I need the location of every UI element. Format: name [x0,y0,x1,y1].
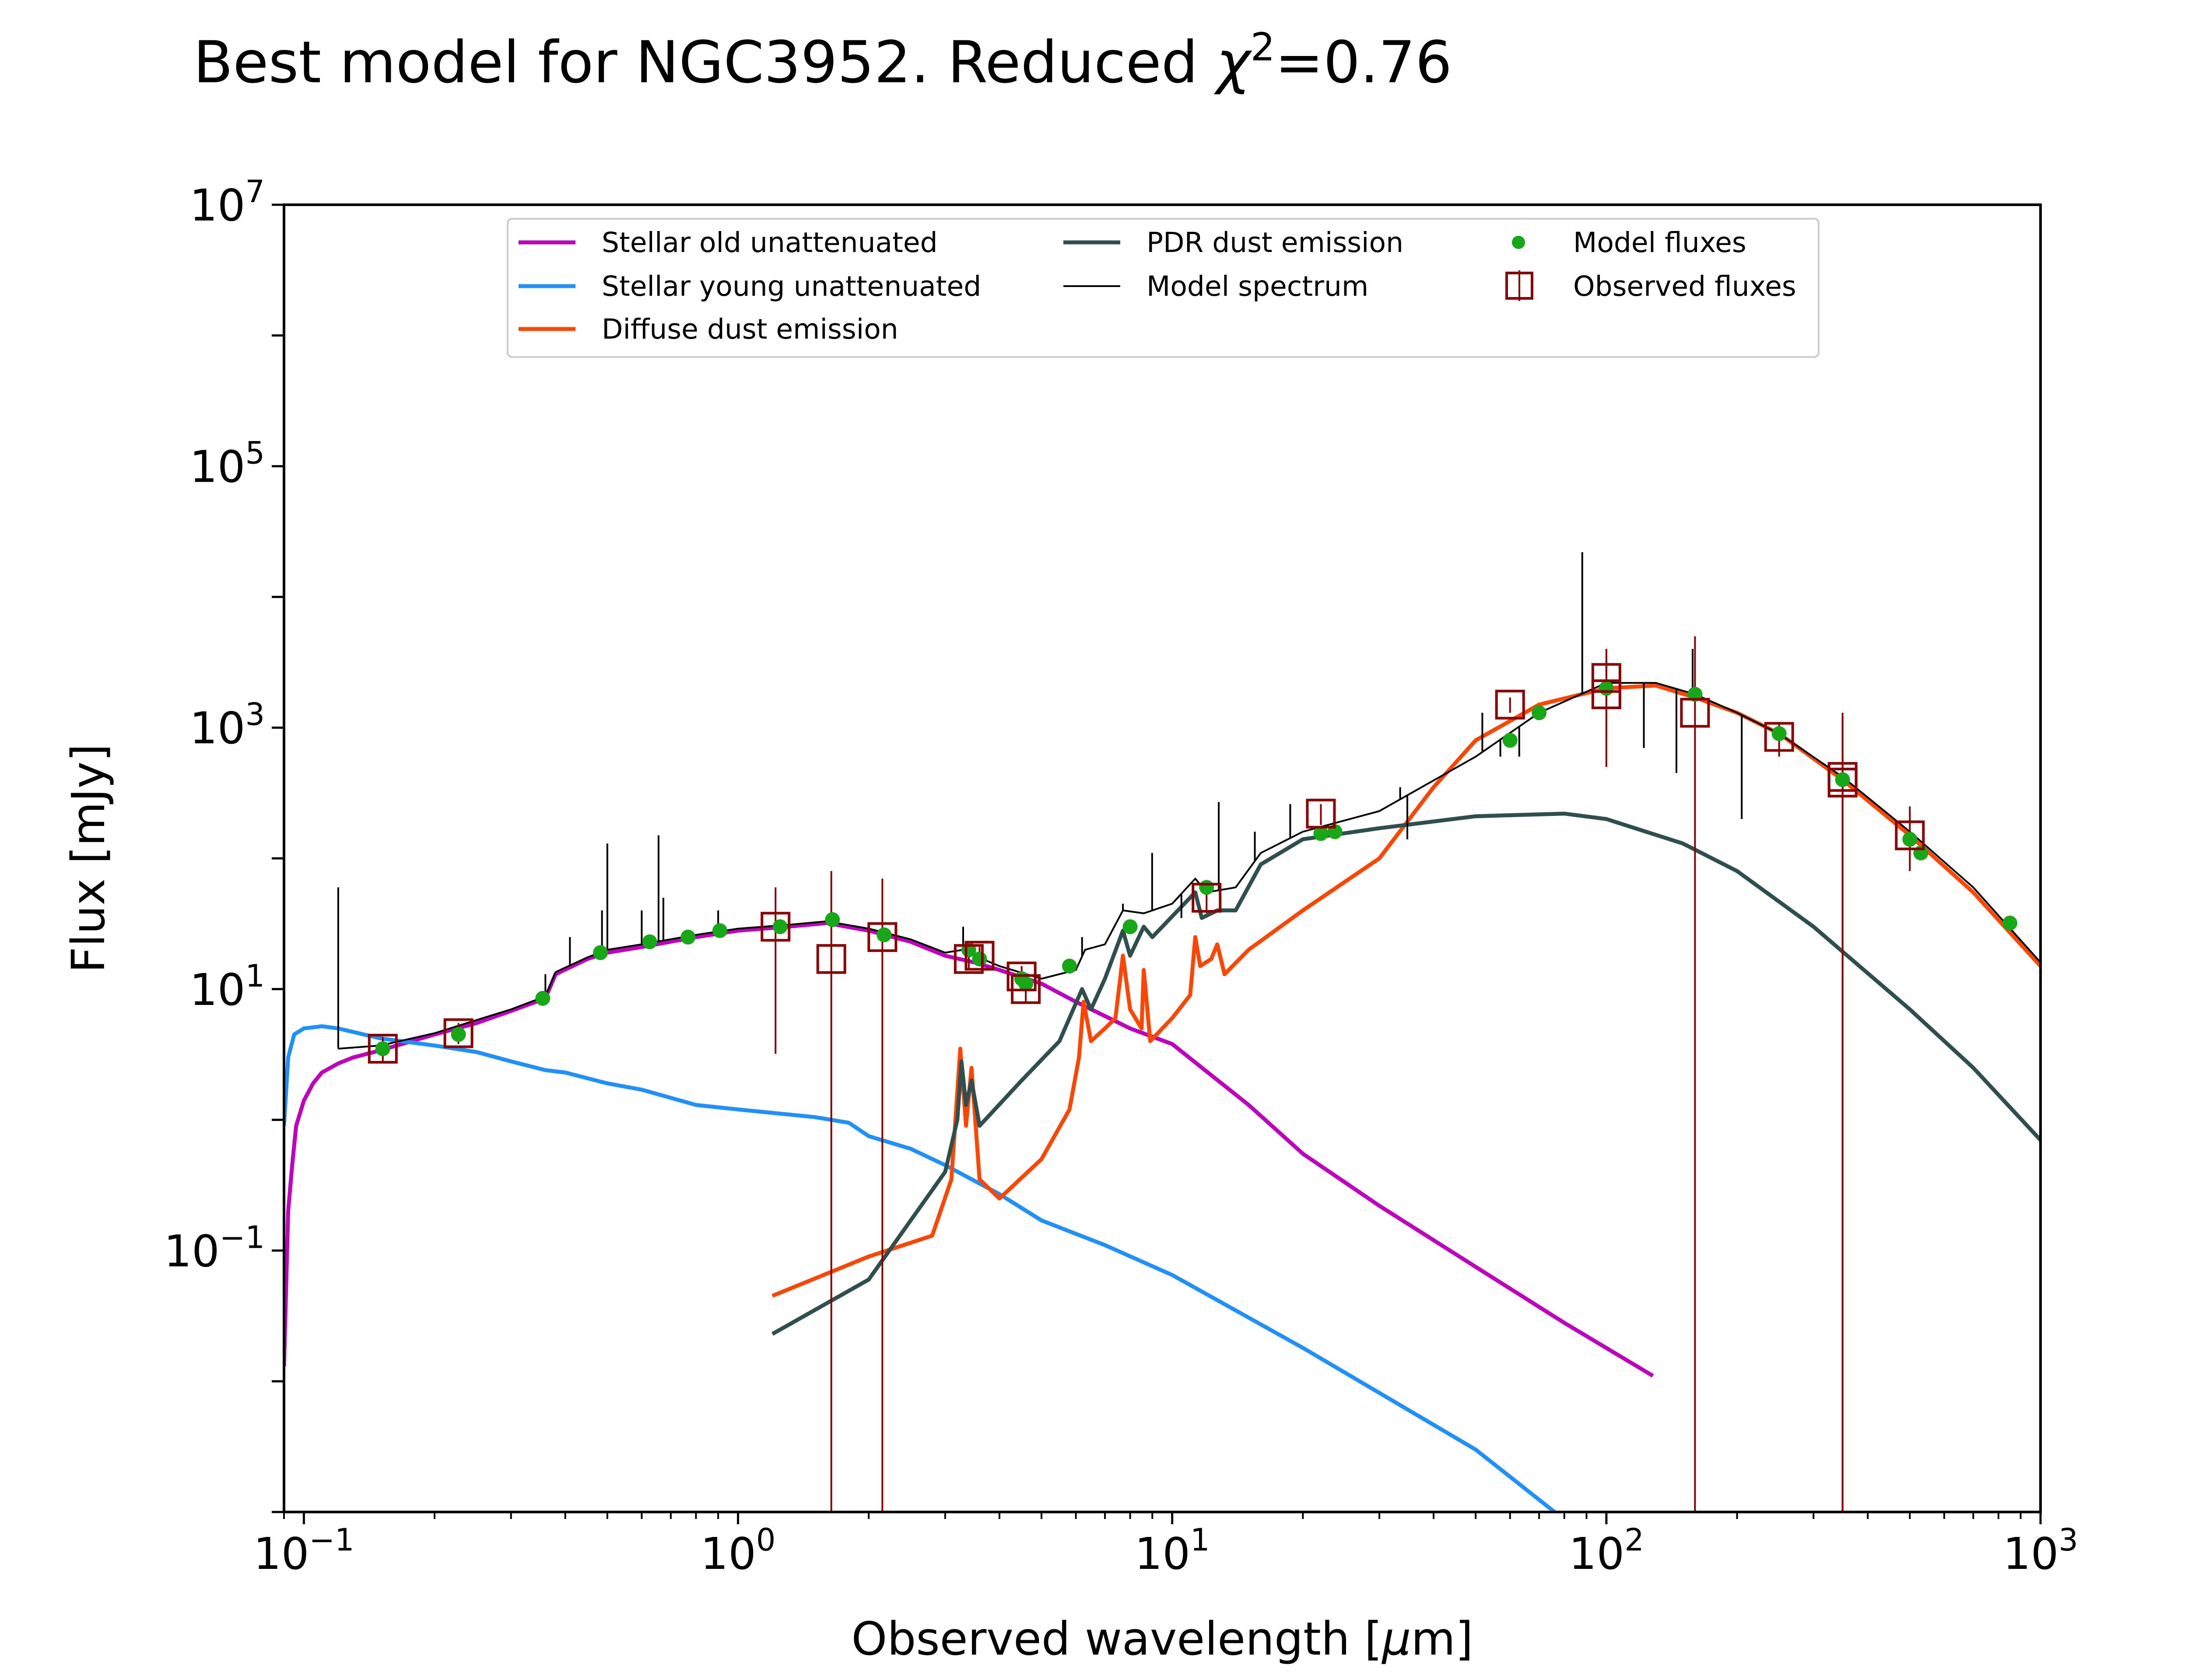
series-layer [284,682,2041,1512]
model-flux-point [1771,726,1787,741]
series-line-pdr-dust-emission [771,812,2041,1336]
observed-flux-point [816,944,846,974]
legend-label: Model fluxes [1573,227,1746,259]
y-tick-label: 105 [189,435,265,493]
x-tick-label: 10−1 [253,1522,354,1579]
x-axis-label: Observed wavelength [μm] [852,1612,1473,1666]
model-flux-point [2002,915,2017,931]
observed-flux-point [1827,767,1858,798]
x-tick-label: 103 [2003,1522,2078,1579]
legend-item-observed-fluxes: Observed fluxes [1505,270,1796,302]
legend-label: Stellar old unattenuated [602,227,938,259]
legend: Stellar old unattenuated Stellar young un… [507,218,1820,358]
observed-flux-point [761,912,791,942]
x-tick-label: 100 [701,1522,776,1579]
observed-flux-point [1591,663,1621,693]
model-flux-point [642,934,657,949]
observed-flux-point [1895,820,1925,850]
series-line-diffuse-dust-emission [771,683,2041,1298]
model-flux-point [1599,681,1614,696]
observed-flux-point [1764,722,1794,752]
model-flux-point [1502,733,1518,748]
observed-flux-point [368,1034,398,1064]
observed-flux-point [954,944,984,974]
legend-item-pdr-dust-emission: PDR dust emission [1063,227,1403,259]
observed-flux-point [443,1018,473,1048]
model-flux-point [1199,880,1214,895]
model-flux-point [1313,826,1329,841]
y-axis: 10−1 101 103 105 107 [164,174,284,1513]
legend-item-model-spectrum: Model spectrum [1063,270,1368,302]
spectrum-lines-layer [337,552,1743,1049]
observed-flux-point [1591,679,1621,709]
legend-item-stellar-old-unattenuated: Stellar old unattenuated [519,227,938,259]
model-flux-point [712,923,727,938]
y-axis-label: Flux [mJy] [62,744,115,973]
model-flux-point [1062,959,1077,974]
legend-label: Diffuse dust emission [602,313,898,345]
legend-label: Model spectrum [1147,270,1368,302]
x-axis: 10−1 100 101 102 103 [253,1512,2078,1579]
series-line-model-spectrum [338,682,2041,1050]
model-flux-point [375,1041,390,1057]
x-tick-label: 102 [1569,1522,1644,1579]
model-flux-point [972,951,987,966]
legend-box [507,218,1820,358]
model-flux-point [593,945,608,960]
observed-flux-point [964,941,995,971]
observed-flux-point [1495,690,1525,720]
plot-frame [283,203,2042,1513]
y-tick-label: 107 [189,174,265,231]
model-flux-point [680,929,696,945]
model-flux-point [877,927,892,942]
model-flux-point [825,912,840,927]
legend-label: Observed fluxes [1573,270,1796,302]
legend-item-diffuse-dust-emission: Diffuse dust emission [519,313,898,345]
legend-label: PDR dust emission [1147,227,1403,259]
observed-flux-point [1680,698,1710,728]
observed-flux-point [1306,798,1336,829]
observed-flux-layer [368,663,1925,1064]
errorbar-layer [382,636,1911,1512]
model-flux-point [1835,772,1850,788]
y-tick-label: 101 [189,958,265,1015]
model-flux-layer [375,681,2017,1057]
y-tick-label: 10−1 [164,1219,265,1277]
model-flux-point [772,919,788,934]
observed-flux-point [1192,882,1222,913]
legend-label: Stellar young unattenuated [602,270,981,302]
model-flux-point [1532,705,1547,721]
model-flux-point [1902,832,1918,847]
model-flux-point [451,1027,466,1042]
chart-title: Best model for NGC3952. Reduced χ2=0.76 [193,24,1452,96]
observed-flux-point [1011,974,1041,1004]
observed-flux-point [867,922,898,952]
model-flux-point [1018,976,1034,991]
series-line-stellar-young-unattenuated [284,1024,1556,1512]
legend-item-stellar-young-unattenuated: Stellar young unattenuated [519,270,981,302]
series-line-stellar-old-unattenuated [284,921,1654,1378]
model-flux-point [535,990,551,1006]
model-flux-point [1122,919,1138,934]
legend-item-model-fluxes: Model fluxes [1512,227,1746,259]
x-tick-label: 101 [1135,1522,1210,1579]
legend-swatch [1512,236,1525,249]
y-tick-label: 103 [189,696,265,754]
